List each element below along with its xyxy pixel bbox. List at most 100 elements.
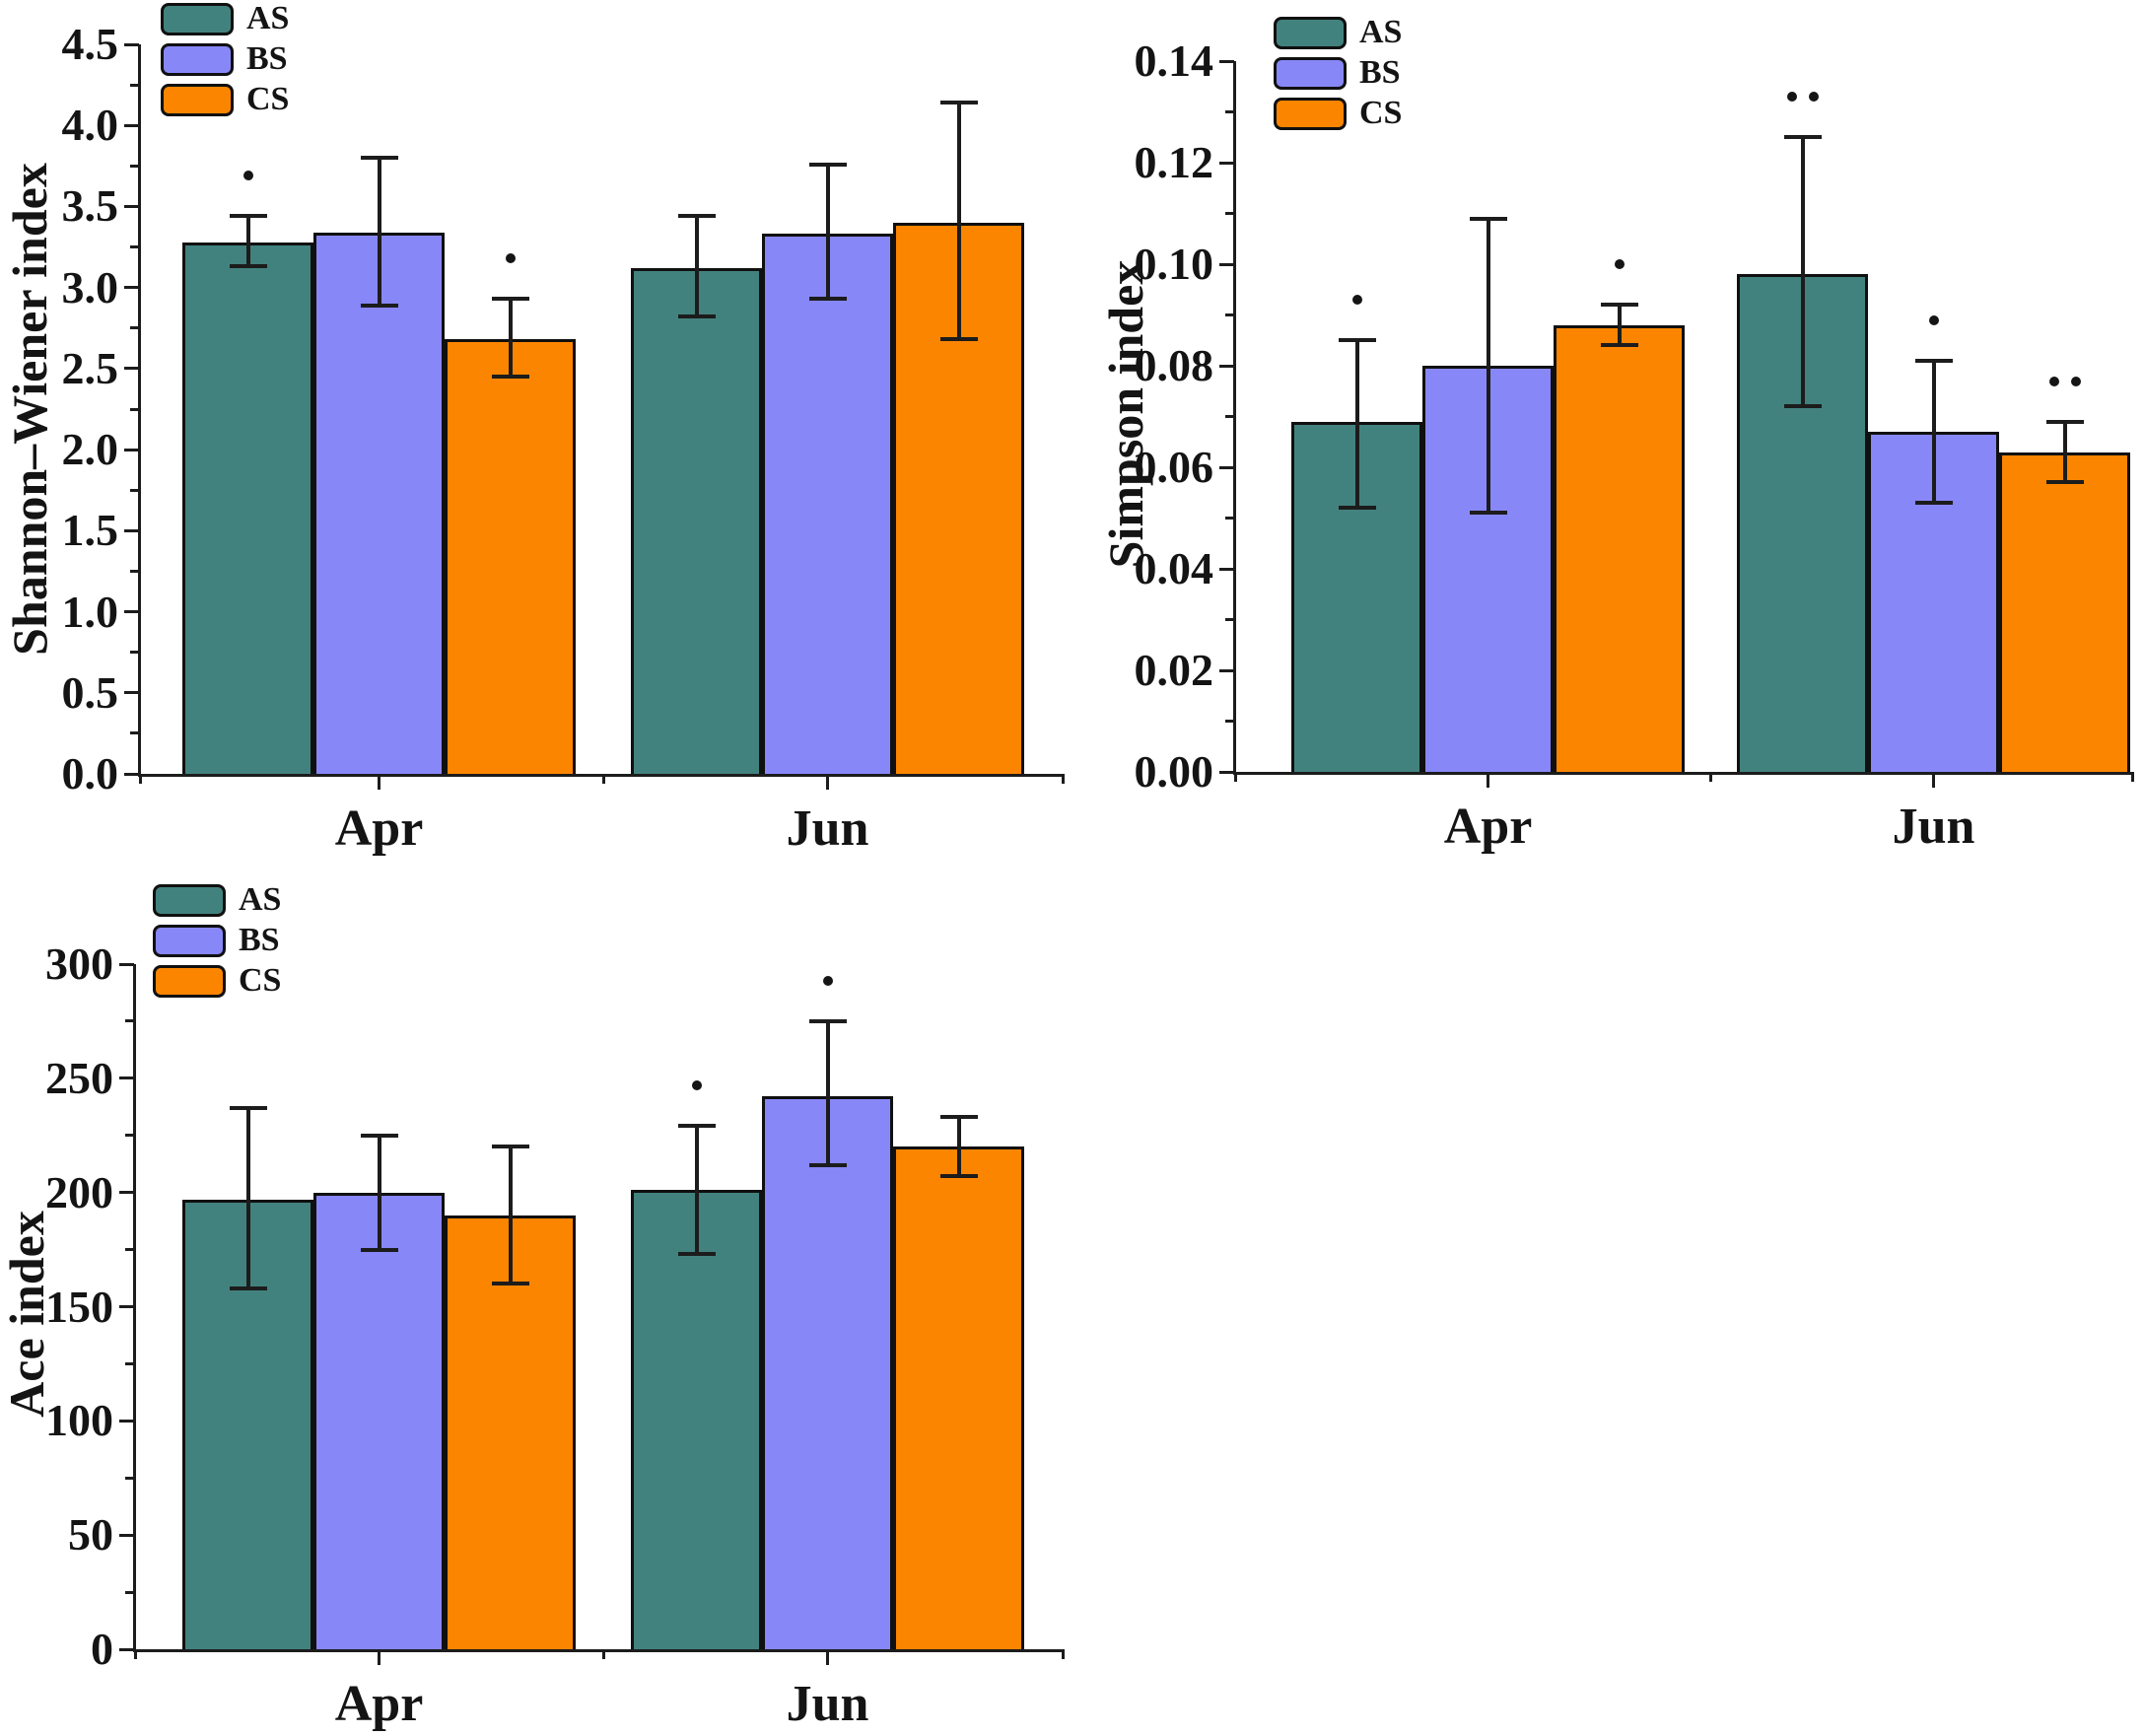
y-minor-tick [130,245,139,249]
y-major-tick [124,42,139,46]
error-cap-bottom [491,375,529,380]
significance-marker-AS-Jun [657,1080,736,1091]
x-group-tick [377,774,380,790]
bar-CS-Apr [445,1215,576,1649]
error-cap-top [491,297,529,302]
error-cap-bottom [229,264,267,269]
y-tick-label: 300 [45,938,113,989]
legend-item-AS: AS [1274,16,1402,49]
error-cap-bottom [360,303,398,308]
bar-CS-Jun [1999,451,2130,772]
bar-BS-Jun [762,1096,893,1649]
error-bar-AS-Jun [694,1126,699,1255]
error-bar-CS-Jun [956,103,961,340]
y-tick-label: 2.5 [61,342,119,393]
significance-dot [2048,376,2059,386]
y-axis-line [138,44,141,774]
x-group-tick [825,1649,829,1665]
y-major-tick [119,1076,134,1080]
legend-label: BS [1359,54,1401,91]
y-tick-label: 50 [68,1509,113,1561]
significance-dot [1928,314,1939,325]
y-axis-line [133,964,136,1649]
y-tick-label: 0.08 [1134,340,1214,390]
y-tick-label: 0.14 [1134,35,1214,86]
legend-swatch-AS [153,883,226,917]
error-cap-bottom [1469,511,1507,516]
x-boundary-tick [601,774,605,784]
error-cap-bottom [939,337,978,342]
error-cap-top [939,1115,978,1120]
error-cap-bottom [1338,506,1376,511]
y-minor-tick [1225,517,1234,520]
error-cap-bottom [677,314,716,319]
x-boundary-tick [133,1649,137,1659]
bar-CS-Apr [1554,324,1685,772]
error-bar-BS-Apr [377,1135,381,1250]
bar-AS-Apr [182,242,313,774]
error-cap-top [229,1105,267,1110]
significance-dot [505,253,516,264]
error-bar-AS-Apr [245,1107,250,1288]
x-axis-line [138,774,1063,777]
error-cap-bottom [229,1285,267,1290]
y-tick-label: 100 [45,1395,113,1446]
legend-label: CS [1359,95,1403,131]
y-tick-label: 1.5 [61,505,119,556]
y-minor-tick [125,1476,134,1480]
legend-label: AS [246,0,290,36]
legend-swatch-AS [161,2,234,35]
x-boundary-tick [138,774,142,784]
significance-dot [2070,376,2081,386]
y-tick-label: 4.5 [61,19,119,69]
x-boundary-tick [1233,772,1237,782]
legend-swatch-CS [161,83,234,116]
error-bar-CS-Jun [2062,421,2067,483]
y-major-tick [1219,465,1234,469]
legend-item-CS: CS [153,964,281,998]
legend-swatch-CS [1274,97,1347,130]
y-tick-label: 250 [45,1052,113,1103]
error-cap-top [2045,419,2084,424]
x-category-label: Apr [1443,799,1533,855]
significance-marker-AS-Apr [209,171,288,181]
bar-AS-Jun [631,267,762,774]
y-tick-label: 200 [45,1166,113,1217]
error-bar-BS-Jun [825,164,830,300]
legend-label: AS [239,881,282,918]
y-minor-tick [125,1019,134,1023]
y-major-tick [1219,567,1234,571]
y-major-tick [124,772,139,776]
y-minor-tick [130,488,139,492]
y-major-tick [119,1647,134,1651]
error-cap-bottom [491,1282,529,1286]
significance-dot [1808,92,1819,103]
legend-item-CS: CS [161,83,289,116]
significance-dot [242,171,253,181]
error-cap-top [808,1018,847,1023]
error-bar-BS-Apr [377,158,381,306]
error-cap-bottom [360,1247,398,1252]
error-cap-top [1783,135,1822,140]
x-category-label: Jun [786,1676,869,1732]
x-group-tick [1486,772,1489,788]
error-cap-bottom [808,297,847,302]
y-tick-label: 2.0 [61,424,119,475]
y-minor-tick [130,83,139,87]
significance-marker-AS-Apr [1318,295,1397,306]
x-boundary-tick [2130,772,2134,782]
y-tick-label: 1.0 [61,586,119,637]
legend-swatch-CS [153,964,226,998]
y-axis-title: Ace index [0,1211,54,1418]
x-boundary-tick [601,1649,605,1659]
significance-dot [1351,295,1362,306]
legend-item-BS: BS [153,924,281,957]
y-minor-tick [125,1361,134,1365]
legend-item-AS: AS [161,2,289,35]
error-cap-top [677,1124,716,1129]
y-minor-tick [1225,110,1234,113]
error-cap-top [1469,216,1507,221]
y-tick-label: 0 [91,1624,113,1674]
y-tick-label: 0.0 [61,748,119,799]
